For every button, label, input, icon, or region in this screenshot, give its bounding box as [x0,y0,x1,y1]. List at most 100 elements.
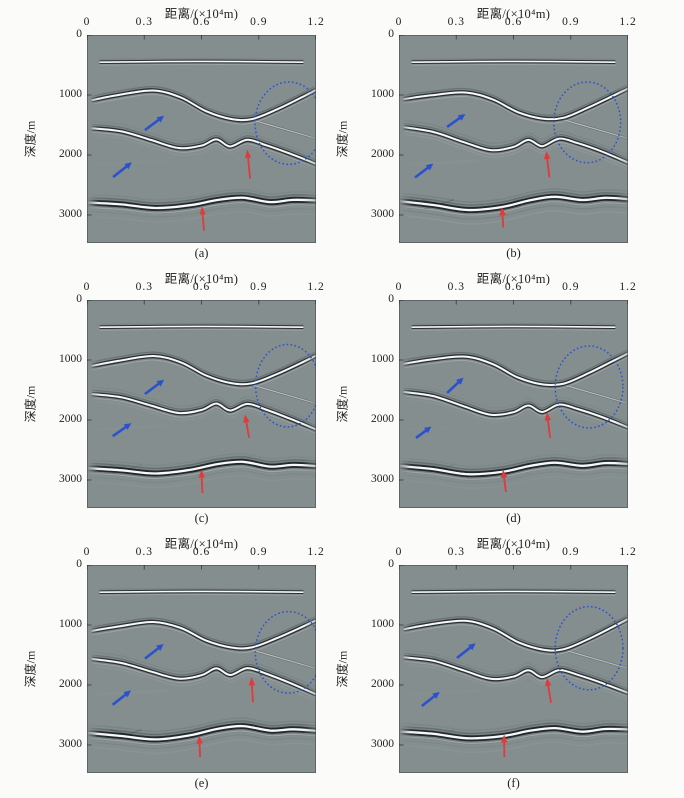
y-tick-label: 3000 [371,737,394,750]
highlight-ellipse [254,343,316,428]
red-arrow [199,206,206,231]
x-tick-label: 0 [83,546,91,558]
red-arrow [244,149,252,179]
x-axis-title: 距离/(×10⁴m) [164,537,239,551]
blue-arrow [446,377,464,394]
y-tick-label: 0 [388,558,394,570]
red-arrow [248,677,256,703]
seismic-plot-area [399,35,628,243]
seismic-panel: 距离/(×10⁴m) 深度/m (b) 0 0.3 0.6 0.9 1.2 0 1000 20… [312,0,684,265]
x-axis-title: 距离/(×10⁴m) [476,272,551,286]
seismic-image [87,300,316,508]
y-tick-label: 2000 [59,412,82,425]
x-tick-label: 1.2 [307,546,325,558]
x-tick-label: 0.9 [562,546,580,558]
y-tick-label: 2000 [59,677,82,690]
blue-arrow [112,162,132,179]
blue-arrow [111,690,131,706]
y-tick-label: 2000 [59,147,82,160]
seismic-plot-area [87,300,316,508]
x-tick-label: 0.6 [192,281,211,293]
highlight-ellipse [254,610,316,694]
x-tick-label: 0.3 [447,281,465,293]
seismic-plot-area [87,35,316,243]
y-tick-label: 3000 [59,207,82,220]
panel-caption: (d) [506,511,521,525]
panel-caption: (a) [194,246,209,260]
red-arrow [545,677,552,704]
x-tick-label: 0.9 [250,281,268,293]
x-tick-label: 1.2 [307,281,325,293]
seismic-image [399,35,628,243]
red-arrow [243,414,251,439]
y-tick-label: 3000 [371,207,394,220]
x-tick-label: 0.6 [504,546,523,558]
y-tick-label: 1000 [59,352,82,365]
blue-arrow [414,163,434,179]
blue-arrow [111,423,132,438]
x-tick-label: 0.3 [447,546,465,558]
y-tick-label: 0 [76,558,82,570]
seismic-panel: 距离/(×10⁴m) 深度/m (a) 0 0.3 0.6 0.9 1.2 0 1000 20… [0,0,342,265]
red-arrow [500,469,508,493]
blue-arrow [144,379,165,396]
seismic-panel: 距离/(×10⁴m) 深度/m (e) 0 0.3 0.6 0.9 1.2 0 1000 20… [0,530,342,798]
y-tick-label: 2000 [371,147,394,160]
highlight-ellipse [554,345,624,429]
red-arrow [501,734,508,757]
y-tick-label: 3000 [371,472,394,485]
seismic-plot-area [399,300,628,508]
x-tick-label: 0 [83,16,91,28]
panel-caption: (c) [194,511,209,525]
x-tick-label: 0.9 [562,281,580,293]
x-tick-label: 0.6 [504,281,523,293]
y-tick-label: 3000 [59,472,82,485]
highlight-ellipse [254,81,316,166]
x-tick-label: 0 [395,16,403,28]
panel-caption: (b) [506,246,521,260]
seismic-image [399,565,628,773]
seismic-panel: 距离/(×10⁴m) 深度/m (f) 0 0.3 0.6 0.9 1.2 0 1000 20… [312,530,684,798]
x-tick-label: 0.6 [192,16,211,28]
red-arrow [499,207,506,228]
x-tick-label: 1.2 [619,16,637,28]
seismic-panel: 距离/(×10⁴m) 深度/m (c) 0 0.3 0.6 0.9 1.2 0 1000 20… [0,265,342,530]
x-tick-label: 0.3 [135,16,153,28]
seismic-image [87,35,316,243]
blue-arrow [421,691,440,708]
x-tick-label: 1.2 [619,281,637,293]
panel-caption: (f) [507,776,520,790]
y-tick-label: 0 [76,293,82,305]
blue-arrow [144,644,164,660]
blue-arrow [456,643,476,659]
red-arrow [544,151,551,178]
y-tick-label: 3000 [59,737,82,750]
seismic-image [87,565,316,773]
y-tick-label: 0 [388,28,394,40]
seismic-image [399,300,628,508]
seismic-panel: 距离/(×10⁴m) 深度/m (d) 0 0.3 0.6 0.9 1.2 0 1000 20… [312,265,684,530]
x-tick-label: 0.9 [562,16,580,28]
x-tick-label: 0.3 [135,546,153,558]
x-axis-title: 距离/(×10⁴m) [164,272,239,286]
x-axis-title: 距离/(×10⁴m) [164,7,239,21]
y-tick-label: 2000 [371,412,394,425]
x-tick-label: 0.3 [447,16,465,28]
x-tick-label: 1.2 [619,546,637,558]
x-tick-label: 0.3 [135,281,153,293]
x-tick-label: 0.6 [192,546,211,558]
x-tick-label: 0 [83,281,91,293]
seismic-plot-area [399,565,628,773]
x-axis-title: 距离/(×10⁴m) [476,7,551,21]
highlight-ellipse [554,605,624,691]
blue-arrow [446,114,466,128]
y-tick-label: 1000 [59,617,82,630]
x-tick-label: 0 [395,546,403,558]
x-tick-label: 0.9 [250,16,268,28]
y-tick-label: 0 [388,293,394,305]
panel-caption: (e) [194,776,209,790]
blue-arrow [144,115,165,132]
x-tick-label: 1.2 [307,16,325,28]
x-tick-label: 0.6 [504,16,523,28]
